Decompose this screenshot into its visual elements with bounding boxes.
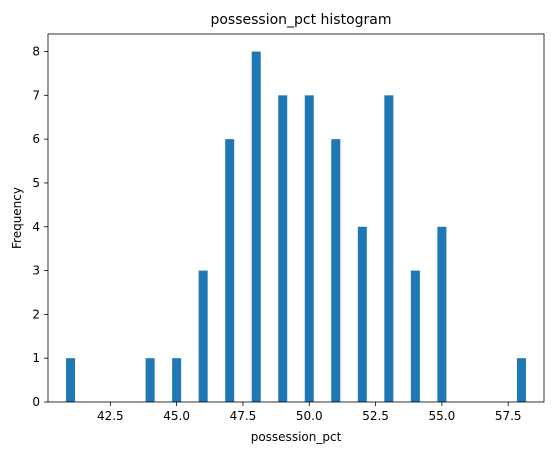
x-axis-ticks: 42.5 45.0 47.5 50.0 52.5 55.0 57.5	[97, 402, 522, 423]
y-tick-label-1: 1	[32, 351, 40, 365]
y-tick-label-4: 4	[32, 220, 40, 234]
bar-5	[251, 51, 261, 403]
bar-8	[331, 139, 341, 402]
y-tick-label-2: 2	[32, 307, 40, 321]
y-tick-label-6: 6	[32, 132, 40, 146]
bar-10	[384, 95, 394, 402]
bar-9	[357, 226, 367, 402]
bar-2	[172, 358, 182, 402]
x-tick-label-5: 55.0	[429, 409, 456, 423]
x-tick-label-4: 52.5	[362, 409, 389, 423]
bars-group	[66, 51, 526, 403]
x-tick-label-6: 57.5	[495, 409, 522, 423]
bar-4	[225, 139, 235, 402]
bar-3	[198, 270, 208, 402]
y-tick-label-7: 7	[32, 88, 40, 102]
x-tick-label-1: 45.0	[163, 409, 190, 423]
bar-1	[145, 358, 155, 402]
x-tick-label-0: 42.5	[97, 409, 124, 423]
bar-7	[304, 95, 314, 402]
bar-0	[66, 358, 76, 402]
y-tick-label-0: 0	[32, 395, 40, 409]
bar-13	[516, 358, 526, 402]
y-axis-label: Frequency	[10, 187, 24, 249]
y-tick-label-5: 5	[32, 176, 40, 190]
y-axis-ticks: 0 1 2 3 4 5 6 7 8	[32, 45, 48, 409]
chart-title: possession_pct histogram	[210, 12, 391, 28]
bar-6	[278, 95, 288, 402]
bar-11	[410, 270, 420, 402]
plot-frame	[47, 33, 545, 403]
x-tick-label-3: 50.0	[296, 409, 323, 423]
bar-12	[437, 226, 447, 402]
y-tick-label-3: 3	[32, 264, 40, 278]
x-tick-label-2: 47.5	[230, 409, 257, 423]
y-tick-label-8: 8	[32, 45, 40, 59]
x-axis-label: possession_pct	[251, 430, 342, 444]
